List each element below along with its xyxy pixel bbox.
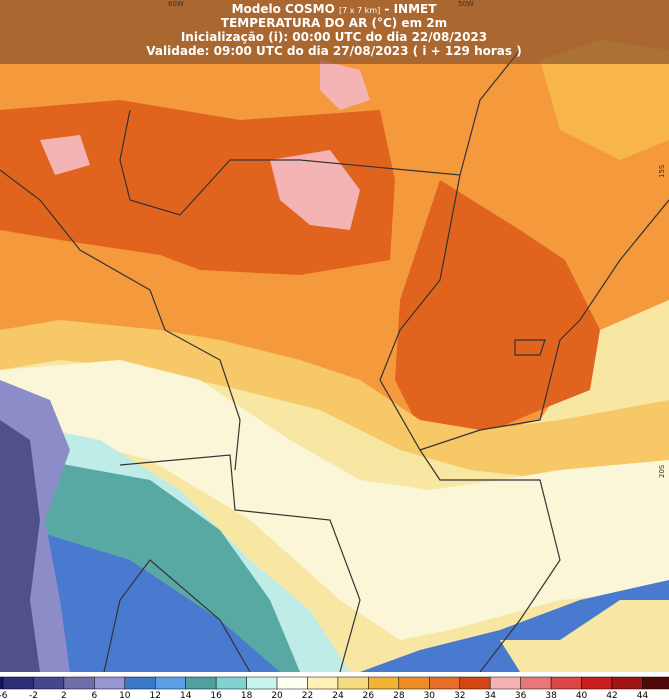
field: [0, 360, 669, 640]
header-init: Inicialização (i): 00:00 UTC do dia 22/0…: [181, 30, 487, 44]
colorbar-swatch: [611, 676, 643, 690]
colorbar-label: 16: [210, 691, 222, 700]
header-band: [0, 0, 669, 64]
colorbar-label: 12: [150, 691, 161, 700]
colorbar-label: 38: [545, 691, 557, 700]
field: [500, 600, 669, 672]
border: [0, 169, 241, 471]
colorbar-label: 14: [180, 691, 192, 700]
grid-label: 60W: [168, 0, 184, 8]
colorbar-label: 30: [424, 691, 436, 700]
field: [540, 40, 669, 160]
colorbar-label: 26: [363, 691, 375, 700]
colorbar-label: -2: [29, 691, 38, 700]
colorbar-label: 32: [454, 691, 465, 700]
border: [71, 559, 251, 700]
colorbar-label: 36: [515, 691, 527, 700]
colorbar-swatch: [124, 676, 156, 690]
colorbar-label: 18: [241, 691, 253, 700]
colorbar-label: 24: [332, 691, 344, 700]
colorbar-swatch: [307, 676, 339, 690]
field: [40, 135, 90, 175]
colorbar-swatch: [398, 676, 430, 690]
field: [320, 60, 370, 110]
border: [379, 174, 669, 451]
colorbar-swatch: [2, 676, 34, 690]
colorbar-swatch: [489, 676, 521, 690]
colorbar-swatch: [429, 676, 460, 690]
field: [0, 100, 395, 275]
colorbar-swatch: [94, 676, 126, 690]
colorbar: -6-2261012141618202224262830323436384042…: [0, 676, 669, 700]
colorbar-label: 2: [61, 691, 67, 700]
grid-label: 50W: [458, 0, 474, 8]
colorbar-swatch: [155, 676, 186, 690]
colorbar-swatch: [337, 676, 369, 690]
colorbar-swatch: [368, 676, 400, 690]
colorbar-swatch: [185, 676, 217, 690]
colorbar-swatch: [63, 676, 95, 690]
field: [0, 420, 40, 672]
grid-label: 15S: [658, 164, 666, 178]
colorbar-label: 10: [119, 691, 131, 700]
header-valid: Validade: 09:00 UTC do dia 27/08/2023 ( …: [146, 44, 521, 58]
field: [0, 520, 280, 672]
colorbar-swatch: [642, 676, 669, 690]
colorbar-label: -6: [0, 691, 8, 700]
colorbar-swatch: [276, 676, 308, 690]
border: [119, 454, 361, 673]
colorbar-label: 44: [637, 691, 649, 700]
header-title: TEMPERATURA DO AR (°C) em 2m: [221, 16, 447, 30]
colorbar-label: 28: [393, 691, 405, 700]
colorbar-swatch: [33, 676, 65, 690]
field: [270, 150, 360, 230]
colorbar-swatch: [520, 676, 552, 690]
colorbar-swatch: [215, 676, 247, 690]
colorbar-label: 40: [576, 691, 588, 700]
header-model-line: Modelo COSMO [7 x 7 km] - INMET: [232, 2, 438, 16]
grid-label: 20S: [658, 464, 666, 478]
colorbar-swatch: [581, 676, 613, 690]
border: [514, 339, 546, 356]
border: [119, 49, 521, 216]
colorbar-swatch: [246, 676, 278, 690]
border: [419, 449, 561, 673]
colorbar-label: 6: [91, 691, 97, 700]
colorbar-swatch: [0, 676, 4, 690]
field: [0, 320, 669, 480]
resolution: [7 x 7 km]: [339, 6, 380, 15]
colorbar-label: 42: [606, 691, 617, 700]
colorbar-swatch: [550, 676, 582, 690]
colorbar-label: 20: [271, 691, 283, 700]
colorbar-label: 22: [302, 691, 313, 700]
colorbar-label: 34: [484, 691, 496, 700]
model: Modelo COSMO: [232, 2, 335, 16]
source: - INMET: [384, 2, 437, 16]
colorbar-swatch: [459, 676, 491, 690]
